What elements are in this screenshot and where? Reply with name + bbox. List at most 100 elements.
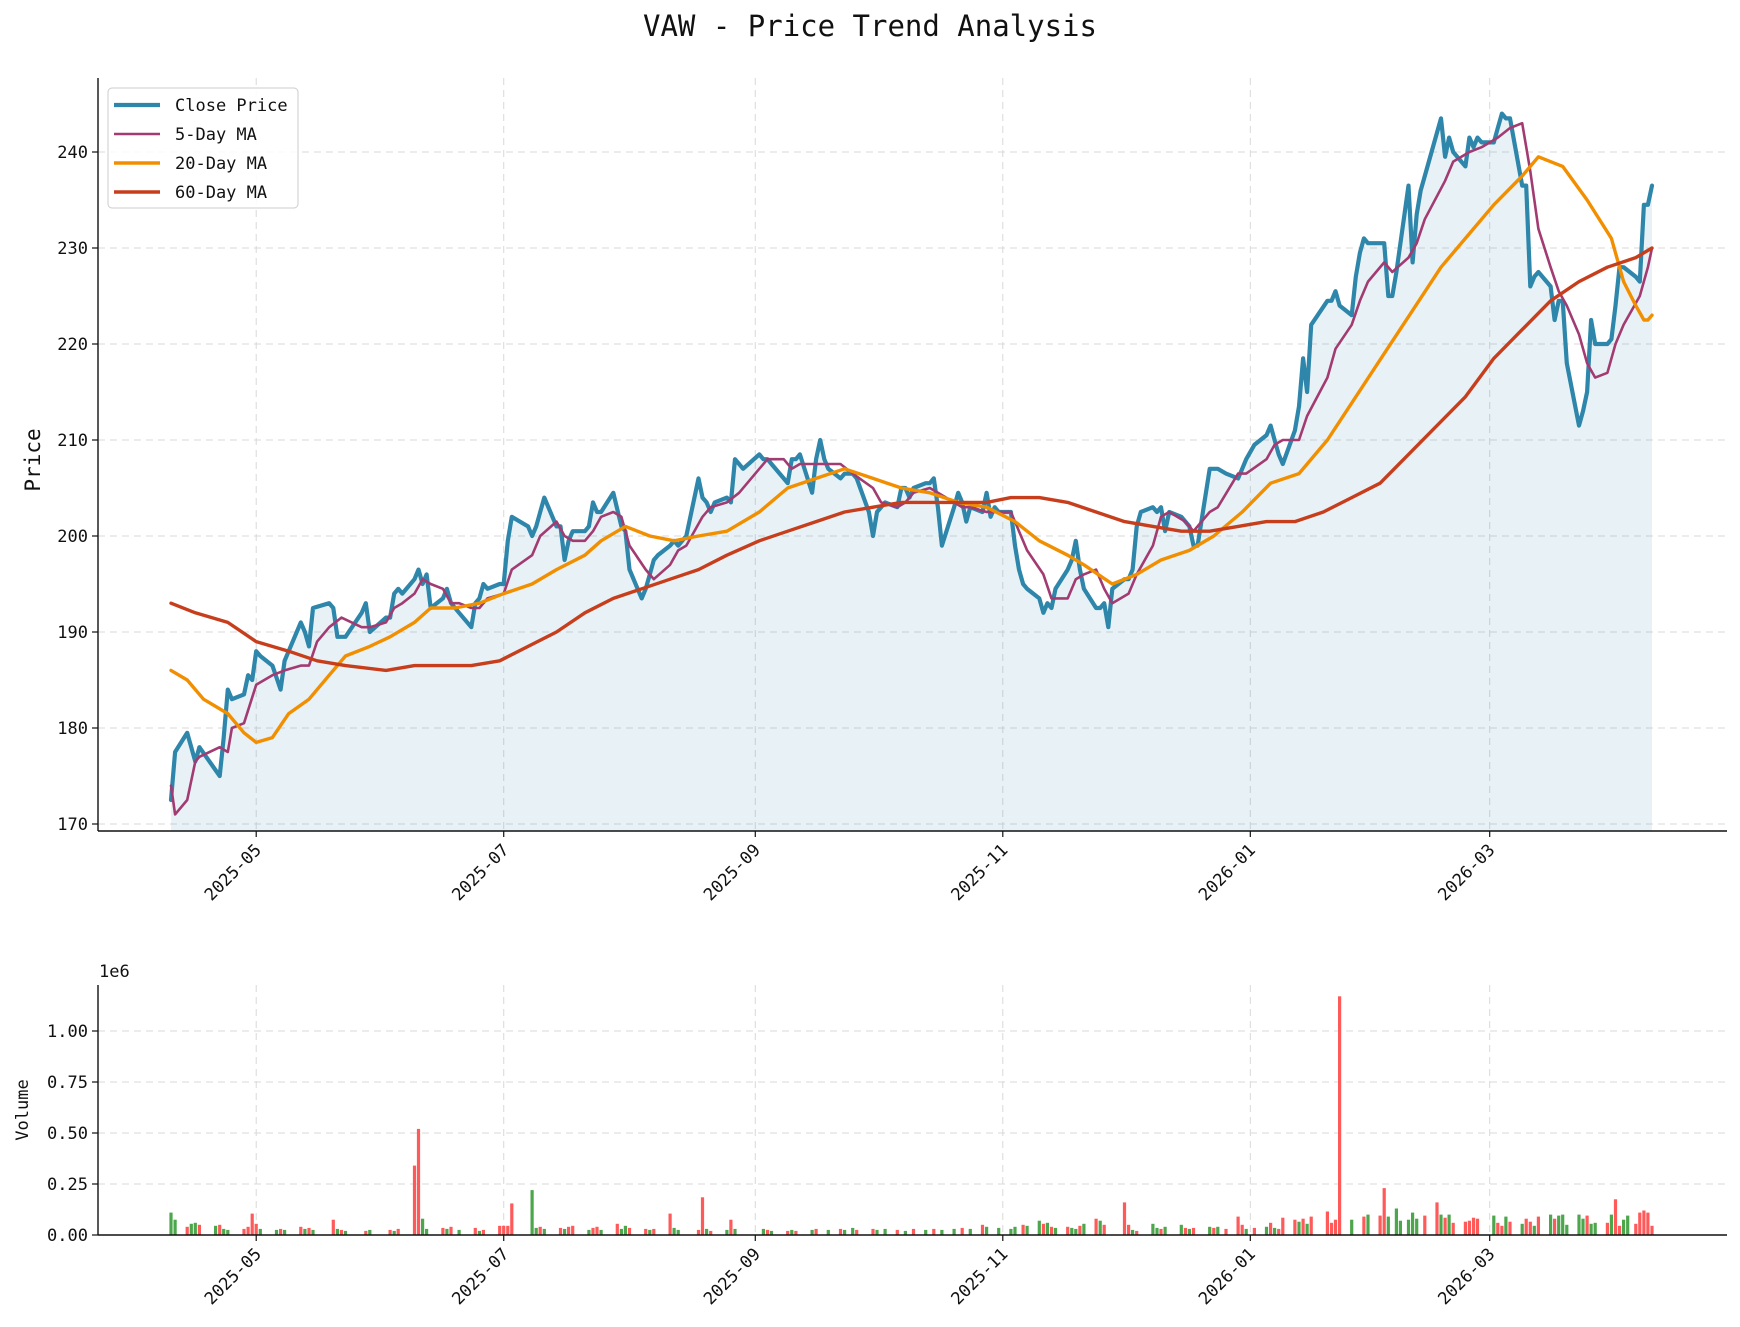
- volume-bar: [1553, 1218, 1557, 1235]
- volume-bar: [595, 1226, 599, 1235]
- ma5-line: [169, 121, 1654, 816]
- volume-bar: [1094, 1218, 1098, 1235]
- volume-bar: [1593, 1222, 1597, 1235]
- volume-bar: [1208, 1226, 1212, 1235]
- volume-bar: [1463, 1221, 1467, 1235]
- volume-bar: [1447, 1214, 1451, 1235]
- volume-bar: [1191, 1227, 1196, 1235]
- volume-bar: [506, 1225, 510, 1235]
- volume-bar: [761, 1228, 765, 1235]
- volume-bar: [1264, 1226, 1269, 1235]
- volume-bar: [1532, 1225, 1536, 1235]
- volume-bar: [193, 1222, 197, 1235]
- volume-bar: [1561, 1214, 1565, 1235]
- volume-bar: [185, 1226, 189, 1235]
- volume-bar: [1305, 1223, 1309, 1235]
- volume-bar: [421, 1218, 425, 1235]
- volume-bar: [1041, 1223, 1045, 1235]
- volume-bar: [725, 1229, 729, 1235]
- price-y-axis-label: Price: [21, 428, 45, 491]
- volume-bar: [364, 1230, 368, 1235]
- volume-bar: [1049, 1226, 1054, 1235]
- volume-bar: [1066, 1226, 1070, 1235]
- volume-bar: [274, 1229, 279, 1235]
- volume-bar: [218, 1224, 222, 1235]
- volume-bar: [510, 1203, 514, 1235]
- volume-bar: [226, 1229, 230, 1235]
- volume-bar: [814, 1228, 818, 1235]
- volume-y-axis-label: Volume: [13, 1079, 33, 1140]
- volume-bar: [1297, 1221, 1301, 1235]
- volume-bar: [169, 1212, 173, 1235]
- volume-bar: [599, 1229, 603, 1235]
- volume-bar: [481, 1229, 485, 1235]
- volume-bar: [396, 1228, 400, 1235]
- volume-bar: [279, 1228, 283, 1235]
- price-x-tick-label: 2025-07: [448, 840, 513, 905]
- volume-bar: [1398, 1220, 1402, 1235]
- volume-bar: [1135, 1230, 1139, 1235]
- volume-bar: [343, 1230, 348, 1235]
- price-y-tick-label: 200: [57, 527, 88, 547]
- price-y-tick-label: 240: [57, 143, 88, 163]
- volume-bar: [591, 1227, 595, 1235]
- volume-bar: [542, 1228, 546, 1235]
- volume-bar: [1301, 1218, 1305, 1235]
- legend-label: 60-Day MA: [175, 183, 267, 203]
- volume-bar: [1127, 1224, 1131, 1235]
- volume-bar: [952, 1228, 956, 1235]
- volume-bar: [1622, 1219, 1626, 1235]
- volume-bar: [1293, 1219, 1297, 1235]
- volume-bar: [1277, 1228, 1281, 1235]
- volume-y-tick-label: 0.50: [47, 1124, 88, 1144]
- volume-bar: [1329, 1222, 1334, 1235]
- volume-bar: [445, 1228, 449, 1235]
- price-y-tick-label: 220: [57, 335, 88, 355]
- volume-bar: [1467, 1220, 1471, 1235]
- volume-bar: [790, 1229, 794, 1235]
- volume-bar: [189, 1223, 193, 1235]
- volume-bar: [1045, 1222, 1049, 1235]
- volume-bar: [1155, 1227, 1159, 1235]
- volume-bar: [1613, 1199, 1618, 1235]
- volume-bar: [563, 1228, 567, 1235]
- volume-bar: [875, 1229, 879, 1235]
- volume-bar: [729, 1219, 733, 1235]
- volume-bar: [538, 1226, 542, 1235]
- volume-bar: [985, 1226, 989, 1235]
- price-y-tick-label: 230: [57, 239, 88, 259]
- volume-bar: [1439, 1214, 1443, 1235]
- volume-bar: [1386, 1216, 1390, 1235]
- volume-bar: [794, 1230, 798, 1235]
- volume-bar: [473, 1227, 477, 1235]
- volume-bar: [1443, 1217, 1447, 1235]
- volume-bar: [733, 1228, 737, 1235]
- volume-bar: [895, 1229, 899, 1235]
- volume-bar: [627, 1227, 632, 1235]
- volume-bar: [1642, 1210, 1646, 1235]
- volume-bar: [457, 1229, 461, 1235]
- volume-bar: [242, 1228, 246, 1235]
- volume-bar: [1338, 996, 1342, 1235]
- volume-bar: [960, 1227, 964, 1235]
- volume-x-tick-label: 2025-11: [948, 1244, 1013, 1309]
- volume-bar: [1589, 1223, 1593, 1235]
- legend-label: 20-Day MA: [175, 154, 267, 174]
- volume-bar: [1074, 1228, 1078, 1235]
- volume-bar: [615, 1223, 619, 1235]
- volume-bar: [1224, 1228, 1228, 1235]
- volume-bar: [838, 1228, 843, 1235]
- close-price-area-fill: [171, 113, 1652, 832]
- volume-bar: [1500, 1225, 1504, 1235]
- volume-bar: [1236, 1216, 1240, 1235]
- volume-bar: [676, 1229, 680, 1235]
- volume-bar: [940, 1229, 944, 1235]
- price-x-tick-label: 2025-09: [700, 840, 765, 905]
- volume-bar: [871, 1228, 875, 1235]
- price-x-tick-label: 2026-01: [1195, 840, 1260, 905]
- volume-x-tick-label: 2025-05: [201, 1244, 266, 1309]
- volume-bar: [1524, 1218, 1528, 1235]
- volume-bar: [307, 1227, 311, 1235]
- volume-bar: [331, 1219, 335, 1235]
